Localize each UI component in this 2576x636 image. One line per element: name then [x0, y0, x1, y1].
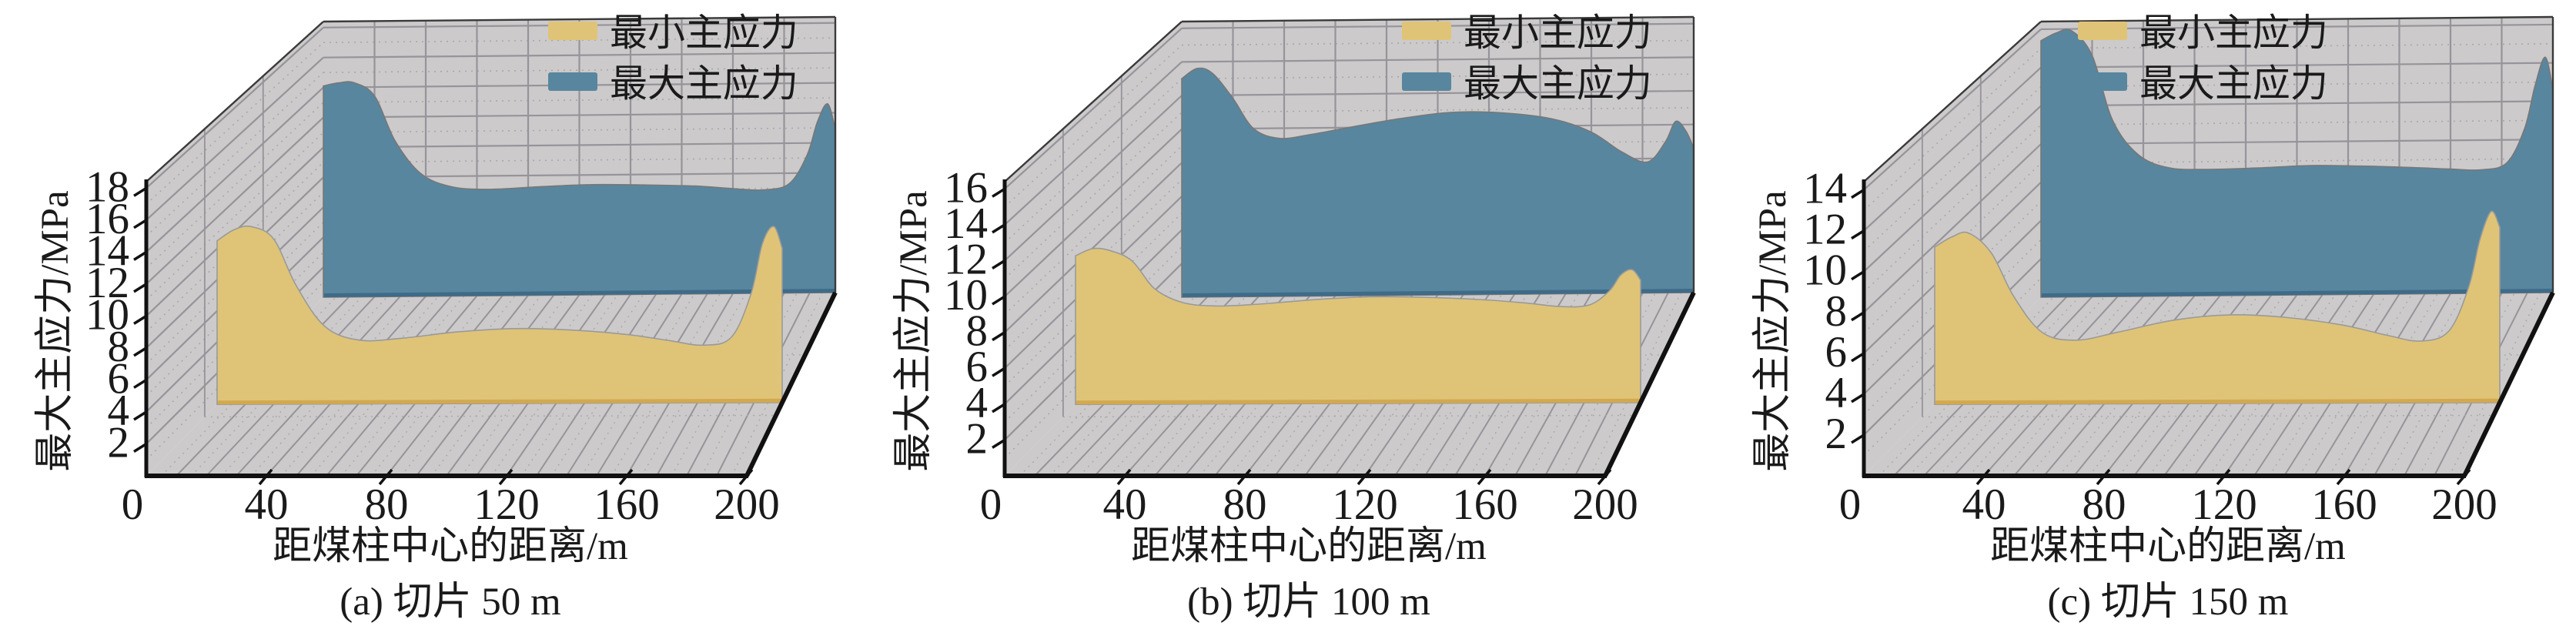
x-tick-label: 160	[594, 480, 659, 529]
x-tick-label: 120	[473, 480, 539, 529]
y-tick-label: 12	[85, 259, 129, 307]
y-tick-label: 10	[1803, 246, 1847, 295]
y-tick-label: 8	[107, 323, 129, 371]
panel-caption: (b) 切片 100 m	[1187, 581, 1430, 624]
x-tick-label: 40	[1962, 480, 2006, 529]
x-tick-label: 80	[2082, 480, 2126, 529]
y-tick-label: 14	[1803, 165, 1847, 213]
min-principal-stress-ribbon	[216, 225, 783, 406]
x-tick-label: 160	[1453, 480, 1518, 529]
x-tick-label: 120	[1333, 480, 1398, 529]
legend-swatch-min	[2077, 22, 2127, 41]
x-axis-title: 距煤柱中心的距离/m	[1131, 525, 1487, 568]
x-tick-label: 160	[2311, 480, 2377, 529]
y-tick-label: 16	[944, 163, 988, 212]
panel-b: 2 4 6 8 10 12 14 16 0 40 80 120 160 200 最大主应力/MPa 距煤柱中心…	[858, 0, 1717, 636]
y-tick-label: 2	[107, 418, 129, 467]
y-tick-label: 2	[1825, 410, 1847, 458]
panel-a: 2 4 6 8 10 12 14 16 18 0 40 80 120 160 200 最大主应力/MPa 距煤柱…	[0, 0, 858, 636]
legend-swatch-max	[2077, 72, 2127, 92]
max-principal-stress-ribbon	[1181, 67, 1695, 298]
legend-label-max: 最大主应力	[1464, 62, 1652, 105]
y-tick-label: 6	[966, 343, 989, 391]
y-tick-label: 10	[85, 290, 129, 339]
y-tick-label: 4	[966, 379, 989, 427]
legend-label-min: 最小主应力	[1464, 12, 1652, 54]
y-tick-label: 14	[944, 199, 988, 248]
x-tick-label: 40	[245, 480, 289, 529]
plot-box-edges	[1862, 15, 2555, 478]
x-tick-label: 80	[1223, 480, 1267, 529]
plot-box-edges	[144, 15, 838, 478]
x-tick-label: 200	[2431, 480, 2497, 529]
plot-box-edges	[1002, 15, 1697, 478]
y-tick-label: 8	[966, 307, 989, 356]
y-tick-label: 12	[1803, 206, 1847, 254]
y-tick-label: 6	[1825, 328, 1847, 377]
legend-label-min: 最小主应力	[2139, 12, 2328, 54]
y-tick-label: 4	[107, 387, 129, 435]
max-principal-stress-ribbon	[323, 81, 836, 298]
y-tick-label: 2	[966, 414, 989, 463]
y-axis-title: 最大主应力/MPa	[892, 190, 935, 471]
y-tick-label: 16	[85, 195, 129, 243]
y-tick-label: 10	[944, 271, 988, 320]
x-axis-title: 距煤柱中心的距离/m	[1990, 525, 2346, 568]
legend-label-max: 最大主应力	[610, 62, 798, 105]
x-tick-label: 40	[1103, 480, 1147, 529]
y-tick-label: 18	[85, 162, 129, 211]
x-tick-label: 0	[980, 480, 1002, 529]
y-tick-label: 14	[85, 226, 129, 275]
x-tick-label: 80	[365, 480, 409, 529]
x-tick-label: 0	[122, 480, 144, 529]
legend-swatch-min	[547, 22, 597, 41]
x-tick-label: 120	[2191, 480, 2257, 529]
y-tick-label: 4	[1825, 369, 1847, 417]
y-tick-label: 8	[1825, 287, 1847, 336]
panel-caption: (a) 切片 50 m	[340, 581, 560, 624]
x-axis-title: 距煤柱中心的距离/m	[273, 525, 628, 568]
y-tick-label: 12	[944, 235, 988, 283]
legend-swatch-min	[1402, 22, 1452, 41]
legend-swatch-max	[1402, 72, 1452, 92]
panel-c: 2 4 6 8 10 12 14 0 40 80 120 160 200 最大主应力/MPa 距煤柱中心的距…	[1718, 0, 2576, 636]
min-principal-stress-ribbon	[1075, 247, 1642, 406]
y-axis-title: 最大主应力/MPa	[34, 190, 77, 471]
legend-label-min: 最小主应力	[610, 12, 798, 54]
y-tick-label: 6	[107, 354, 129, 403]
x-tick-label: 200	[714, 480, 779, 529]
x-tick-label: 0	[1838, 480, 1861, 529]
x-tick-label: 200	[1573, 480, 1638, 529]
y-axis-title: 最大主应力/MPa	[1751, 190, 1795, 471]
panel-caption: (c) 切片 150 m	[2047, 581, 2288, 624]
legend-label-max: 最大主应力	[2139, 62, 2328, 105]
min-principal-stress-ribbon	[1933, 210, 2501, 406]
legend-swatch-max	[547, 72, 597, 92]
